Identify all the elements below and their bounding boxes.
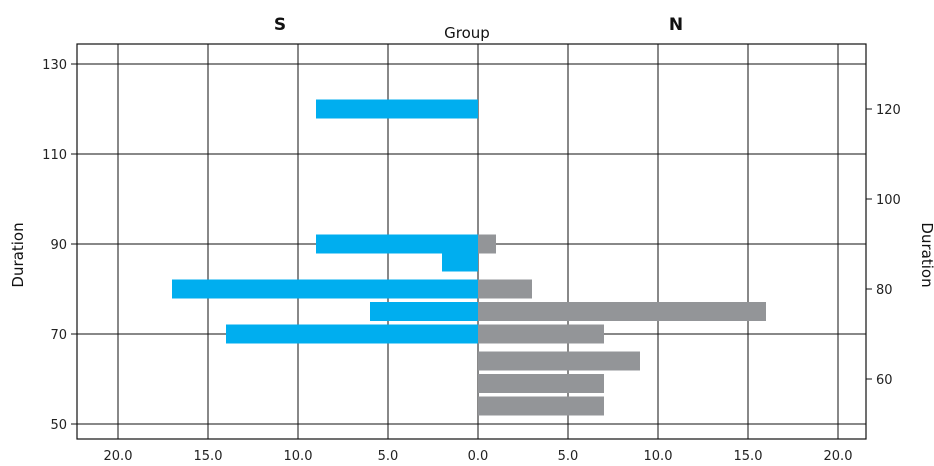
plot-frame: [76, 43, 867, 440]
left-y-tick-label: 110: [42, 148, 67, 163]
bar-n: [478, 279, 532, 299]
left-y-tick-label: 130: [42, 58, 67, 73]
y-axis-label-left: Duration: [9, 222, 27, 287]
bar-s: [316, 234, 478, 254]
x-tick-label: 0.0: [468, 449, 489, 464]
right-y-tick-label: 60: [876, 373, 893, 388]
left-y-tick-label: 70: [50, 328, 67, 343]
x-tick-label: 10.0: [284, 449, 313, 464]
x-tick-label: 5.0: [558, 449, 579, 464]
left-y-tick-label: 50: [50, 418, 67, 433]
left-panel-title: S: [274, 15, 286, 35]
bar-n: [478, 302, 766, 321]
bar-n: [478, 396, 604, 416]
tick-labels: 20.0 15.0 10.0 5.0 0.0 5.0 10.0 15.0 20.0 130 110 9…: [42, 58, 901, 464]
group-title: Group: [444, 24, 490, 42]
bar-n: [478, 324, 604, 344]
x-tick-label: 15.0: [734, 449, 763, 464]
x-tick-label: 20.0: [104, 449, 133, 464]
left-y-tick-label: 90: [50, 238, 67, 253]
x-tick-label: 15.0: [194, 449, 223, 464]
x-tick-label: 5.0: [378, 449, 399, 464]
right-y-tick-label: 80: [876, 283, 893, 298]
bar-s: [226, 324, 478, 344]
x-tick-label: 10.0: [644, 449, 673, 464]
bar-s: [370, 302, 478, 321]
bar-s: [316, 99, 478, 119]
bar-n: [478, 234, 496, 254]
y-axis-label-right: Duration: [918, 222, 934, 287]
bar-n: [478, 351, 640, 371]
right-panel-title: N: [669, 15, 683, 35]
bar-s: [172, 279, 478, 299]
x-tick-label: 20.0: [824, 449, 853, 464]
bar-s: [442, 252, 478, 272]
right-y-tick-label: 100: [876, 193, 901, 208]
bar-n: [478, 374, 604, 393]
right-y-tick-label: 120: [876, 103, 901, 118]
bars: [172, 99, 766, 416]
